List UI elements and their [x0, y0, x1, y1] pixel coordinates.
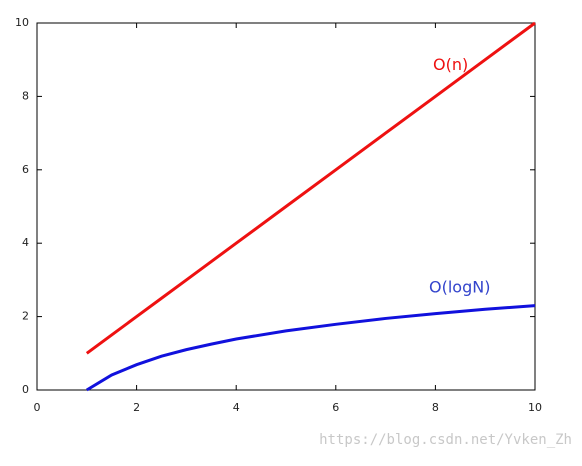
x-tick-label: 0 [34, 401, 41, 414]
plot-frame [36, 22, 536, 391]
y-tick-label: 8 [22, 89, 29, 102]
x-tick-label: 2 [133, 401, 140, 414]
y-tick-label: 6 [22, 163, 29, 176]
x-tick-label: 4 [233, 401, 240, 414]
watermark: https://blog.csdn.net/Yvken_Zh [319, 432, 572, 448]
x-tick-label: 8 [432, 401, 439, 414]
series-line [85, 21, 536, 355]
x-tick-label: 10 [528, 401, 542, 414]
series-label: O(n) [433, 55, 468, 74]
y-tick-label: 0 [22, 383, 29, 396]
series-line [86, 304, 536, 392]
y-tick-label: 2 [22, 310, 29, 323]
y-tick-label: 4 [22, 236, 29, 249]
x-tick-label: 6 [332, 401, 339, 414]
y-tick-label: 10 [15, 16, 29, 29]
series-label: O(logN) [429, 278, 490, 297]
